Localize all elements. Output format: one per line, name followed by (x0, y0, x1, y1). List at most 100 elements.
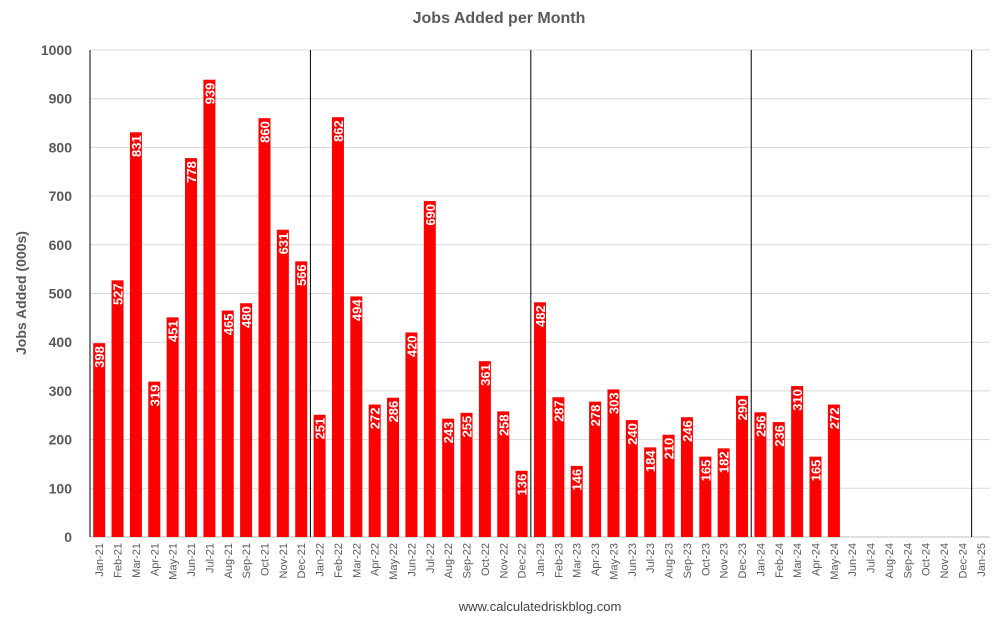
data-label: 290 (735, 399, 750, 421)
bar (111, 280, 124, 537)
data-label: 136 (515, 474, 530, 496)
data-label: 278 (588, 405, 603, 427)
data-label: 272 (827, 408, 842, 430)
bar (717, 448, 730, 537)
bar (515, 470, 528, 537)
data-label: 361 (478, 364, 493, 386)
bar (460, 412, 473, 537)
x-tick-label: Mar-21 (131, 543, 143, 578)
x-tick-label: Apr-22 (370, 543, 382, 576)
x-tick-label: Oct-23 (700, 543, 712, 576)
y-axis-label: Jobs Added (000s) (13, 231, 29, 355)
bar (442, 418, 455, 537)
bar (607, 389, 620, 537)
bar (387, 397, 400, 537)
x-tick-label: Nov-23 (719, 543, 731, 578)
y-tick-label: 1000 (41, 42, 72, 58)
bar (625, 420, 638, 537)
x-tick-label: Apr-24 (811, 543, 823, 576)
data-label: 303 (606, 392, 621, 414)
x-tick-label: May-22 (388, 543, 400, 580)
x-tick-label: Oct-24 (921, 543, 933, 576)
x-tick-label: Apr-21 (149, 543, 161, 576)
x-tick-label: Aug-22 (443, 543, 455, 578)
x-tick-label: Apr-23 (590, 543, 602, 576)
bar (313, 414, 326, 537)
data-label: 939 (202, 83, 217, 105)
data-label: 236 (772, 425, 787, 447)
x-tick-label: Oct-21 (259, 543, 271, 576)
x-tick-label: Mar-22 (351, 543, 363, 578)
data-label: 287 (551, 400, 566, 422)
bar (809, 456, 822, 537)
bar (93, 343, 106, 537)
y-tick-label: 400 (49, 334, 73, 350)
bar (166, 317, 179, 537)
data-label: 480 (239, 306, 254, 328)
y-tick-label: 100 (49, 480, 73, 496)
x-tick-label: Aug-24 (884, 543, 896, 578)
x-tick-label: Sep-21 (241, 543, 253, 578)
bar (534, 302, 546, 537)
x-tick-label: Oct-22 (480, 543, 492, 576)
bar (148, 381, 161, 537)
y-tick-label: 700 (49, 188, 73, 204)
data-label: 420 (404, 335, 419, 357)
data-label: 566 (294, 264, 309, 286)
y-tick-label: 800 (49, 139, 73, 155)
data-label: 286 (386, 401, 401, 423)
data-label: 860 (257, 121, 272, 143)
x-tick-label: Jul-22 (425, 543, 437, 573)
x-tick-label: Jun-23 (627, 543, 639, 577)
x-tick-label: Feb-22 (333, 543, 345, 578)
y-tick-label: 500 (49, 286, 73, 302)
data-label: 319 (147, 385, 162, 407)
bar (350, 296, 363, 537)
x-tick-label: Feb-23 (553, 543, 565, 578)
data-label: 310 (790, 389, 805, 411)
x-tick-label: Jan-25 (976, 543, 988, 577)
y-tick-label: 0 (64, 529, 72, 545)
data-label: 246 (680, 420, 695, 442)
bar (644, 447, 657, 537)
data-label: 631 (276, 233, 291, 255)
x-tick-label: Jun-22 (406, 543, 418, 577)
bar (276, 229, 289, 537)
bar (221, 310, 234, 537)
bar (570, 465, 583, 537)
x-tick-label: Jan-21 (94, 543, 106, 577)
x-tick-label: Feb-24 (774, 543, 786, 578)
x-tick-label: Jan-22 (315, 543, 327, 577)
data-label: 778 (184, 161, 199, 183)
data-label: 251 (313, 418, 328, 440)
x-tick-label: May-23 (608, 543, 620, 580)
x-tick-label: Mar-23 (572, 543, 584, 578)
data-label: 451 (166, 320, 181, 342)
data-label: 690 (423, 204, 438, 226)
data-label: 256 (753, 415, 768, 437)
x-tick-label: Dec-24 (957, 543, 969, 578)
x-tick-label: Dec-22 (517, 543, 529, 578)
x-tick-label: Nov-21 (278, 543, 290, 578)
x-tick-label: Dec-21 (296, 543, 308, 578)
source-text: www.calculatedriskblog.com (458, 599, 622, 614)
data-label: 482 (533, 305, 548, 327)
data-label: 527 (111, 283, 126, 305)
x-tick-label: Mar-24 (792, 543, 804, 578)
y-tick-label: 900 (49, 91, 73, 107)
bar (405, 332, 418, 537)
x-tick-label: Sep-22 (462, 543, 474, 578)
bar (589, 401, 602, 537)
x-tick-label: May-21 (168, 543, 180, 580)
bar (240, 303, 253, 537)
x-tick-label: Jul-21 (204, 543, 216, 573)
bar (295, 261, 308, 537)
data-label: 146 (570, 469, 585, 491)
y-tick-label: 300 (49, 383, 73, 399)
data-label: 831 (129, 135, 144, 157)
x-tick-label: Dec-23 (737, 543, 749, 578)
x-tick-label: Aug-21 (223, 543, 235, 578)
x-tick-label: Nov-24 (939, 543, 951, 578)
data-label: 272 (368, 408, 383, 430)
